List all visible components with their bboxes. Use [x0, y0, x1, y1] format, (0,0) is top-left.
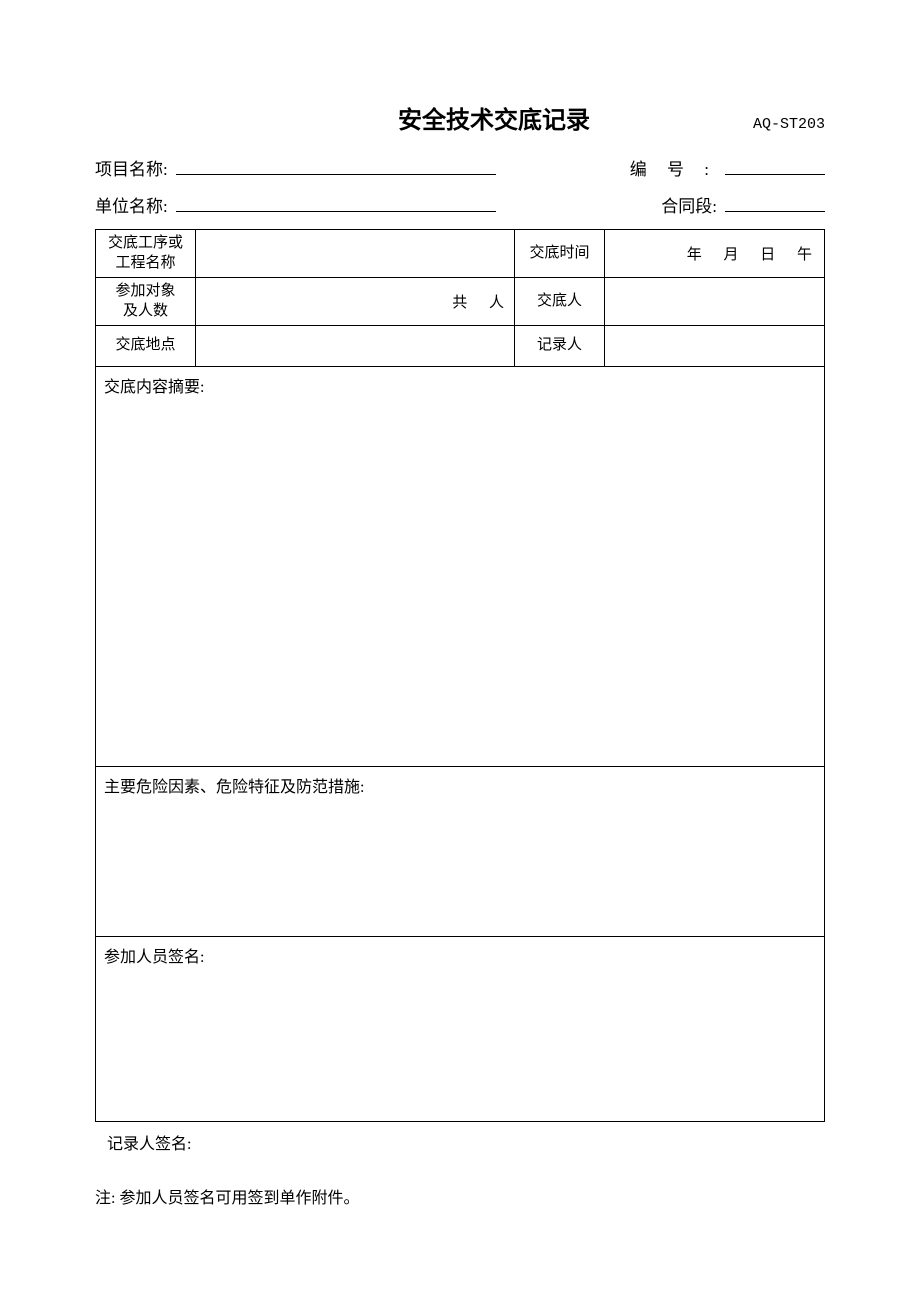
location-label: 交底地点: [96, 326, 196, 367]
row-signatures: 参加人员签名:: [96, 936, 825, 1121]
row-participants: 参加对象 及人数 共 人 交底人: [96, 278, 825, 326]
hazards-cell[interactable]: 主要危险因素、危险特征及防范措施:: [96, 766, 825, 936]
unit-label: 单位名称:: [95, 192, 168, 217]
hazards-label: 主要危险因素、危险特征及防范措施:: [104, 773, 816, 797]
summary-cell[interactable]: 交底内容摘要:: [96, 366, 825, 766]
participants-label: 参加对象 及人数: [96, 278, 196, 326]
section-blank[interactable]: [725, 192, 825, 212]
row-summary: 交底内容摘要:: [96, 366, 825, 766]
unit-row: 单位名称: 合同段:: [95, 192, 825, 217]
recorder-value[interactable]: [605, 326, 825, 367]
main-table: 交底工序或 工程名称 交底时间 年 月 日 午 参加对象 及人数 共 人 交底人…: [95, 229, 825, 1122]
time-value[interactable]: 年 月 日 午: [605, 230, 825, 278]
location-value[interactable]: [196, 326, 515, 367]
header-row: 安全技术交底记录 AQ-ST203: [95, 100, 825, 135]
signatures-label: 参加人员签名:: [104, 943, 816, 967]
form-code: AQ-ST203: [753, 116, 825, 133]
recorder-sign-label: 记录人签名:: [107, 1130, 825, 1154]
presenter-label: 交底人: [515, 278, 605, 326]
footnote: 注: 参加人员签名可用签到单作附件。: [95, 1184, 825, 1208]
number-label: 编 号 :: [630, 155, 717, 180]
unit-blank[interactable]: [176, 192, 496, 212]
row-hazards: 主要危险因素、危险特征及防范措施:: [96, 766, 825, 936]
time-label: 交底时间: [515, 230, 605, 278]
row-process: 交底工序或 工程名称 交底时间 年 月 日 午: [96, 230, 825, 278]
recorder-label: 记录人: [515, 326, 605, 367]
page-title: 安全技术交底记录: [235, 100, 753, 135]
process-label: 交底工序或 工程名称: [96, 230, 196, 278]
presenter-value[interactable]: [605, 278, 825, 326]
project-row: 项目名称: 编 号 :: [95, 155, 825, 180]
process-value[interactable]: [196, 230, 515, 278]
signatures-cell[interactable]: 参加人员签名:: [96, 936, 825, 1121]
participants-value[interactable]: 共 人: [196, 278, 515, 326]
section-label: 合同段:: [661, 192, 717, 217]
project-blank[interactable]: [176, 155, 496, 175]
number-blank[interactable]: [725, 155, 825, 175]
summary-label: 交底内容摘要:: [104, 373, 816, 397]
row-location: 交底地点 记录人: [96, 326, 825, 367]
project-label: 项目名称:: [95, 155, 168, 180]
